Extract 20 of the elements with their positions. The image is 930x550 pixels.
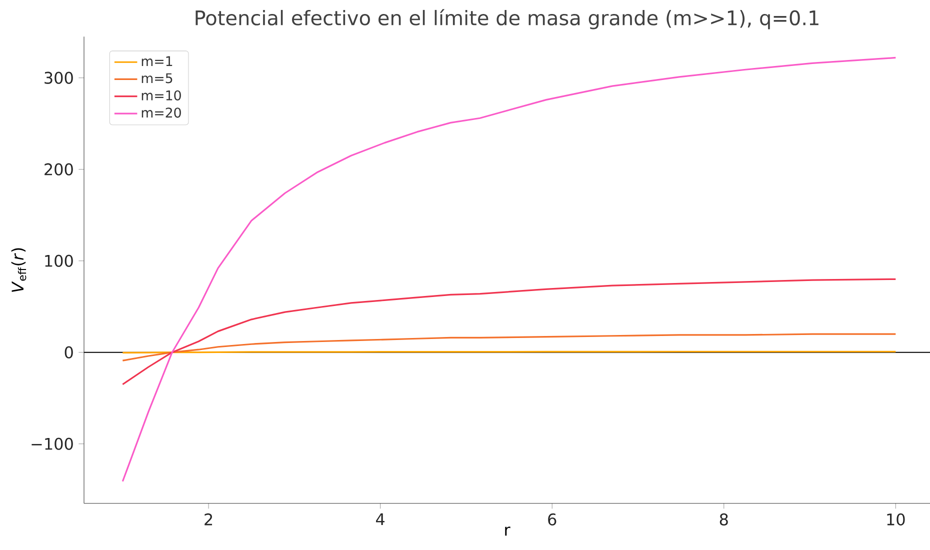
line-series: [122, 56, 896, 482]
x-axis-title: r: [505, 526, 510, 536]
chart-title: Potencial efectivo en el límite de masa grande (m>>1), q=0.1: [196, 9, 818, 30]
y-tick-label: −100: [32, 438, 73, 450]
x-tick-label: 10: [887, 513, 905, 526]
legend-label: m=5: [142, 73, 172, 84]
y-tick-label: 100: [45, 254, 73, 267]
line-series: [122, 278, 896, 386]
legend-label: m=10: [142, 90, 181, 100]
legend-label: m=20: [142, 108, 181, 118]
y-axis-title: V$_{eff}$(r): [11, 248, 26, 292]
x-tick-label: 4: [376, 513, 385, 526]
x-tick-label: 6: [548, 513, 556, 526]
x-tick-label: 8: [720, 513, 728, 526]
y-tick-label: 200: [44, 163, 73, 176]
y-tick-label: 300: [44, 72, 73, 84]
y-tick-label: 0: [64, 346, 73, 358]
legend-label: m=1: [142, 56, 172, 66]
line-series: [122, 333, 896, 362]
x-tick-label: 2: [204, 513, 212, 526]
